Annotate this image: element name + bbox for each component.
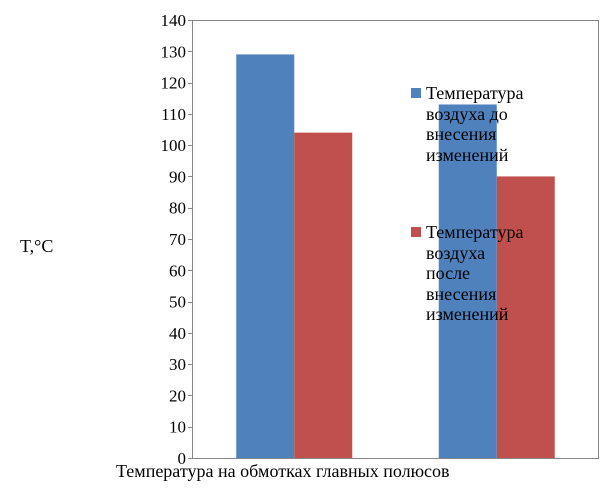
y-tick-label: 60 xyxy=(169,261,186,280)
bar-series-1-category-2 xyxy=(438,104,497,458)
x-axis-label: Температура на обмотках главных полюсов xyxy=(116,461,450,481)
y-tick-label: 50 xyxy=(169,293,186,312)
bar-series-2-category-2 xyxy=(496,176,555,458)
legend-swatch-after xyxy=(411,227,421,237)
y-tick-label: 10 xyxy=(169,418,186,437)
y-tick-label: 120 xyxy=(161,74,187,93)
legend-label-after: Температура воздуха после внесения измен… xyxy=(426,222,524,324)
y-tick-label: 20 xyxy=(169,386,186,405)
y-tick-label: 30 xyxy=(169,355,186,374)
y-tick-label: 70 xyxy=(169,230,186,249)
legend-label-before: Температура воздуха до внесения изменени… xyxy=(426,83,524,165)
y-tick-label: 140 xyxy=(161,11,187,30)
y-tick-label: 80 xyxy=(169,199,186,218)
bars-group xyxy=(236,54,555,459)
y-tick-label: 110 xyxy=(161,105,186,124)
legend-item-after: Температура воздуха после внесения измен… xyxy=(411,222,524,325)
y-axis-tick-labels: 0 10 20 30 40 50 60 70 80 90 100 110 120 130 140 xyxy=(161,11,187,468)
y-tick-label: 90 xyxy=(169,167,186,186)
legend-swatch-before xyxy=(411,88,421,98)
y-tick-label: 40 xyxy=(169,324,186,343)
y-axis-tick-marks xyxy=(188,20,193,459)
bar-series-1-category-1 xyxy=(236,54,295,459)
legend-item-before: Температура воздуха до внесения изменени… xyxy=(411,83,524,165)
y-tick-label: 0 xyxy=(178,449,187,468)
y-tick-label: 130 xyxy=(161,42,187,61)
y-axis-label: T,°C xyxy=(20,236,54,256)
y-tick-label: 100 xyxy=(161,136,187,155)
bar-series-2-category-1 xyxy=(294,132,353,458)
